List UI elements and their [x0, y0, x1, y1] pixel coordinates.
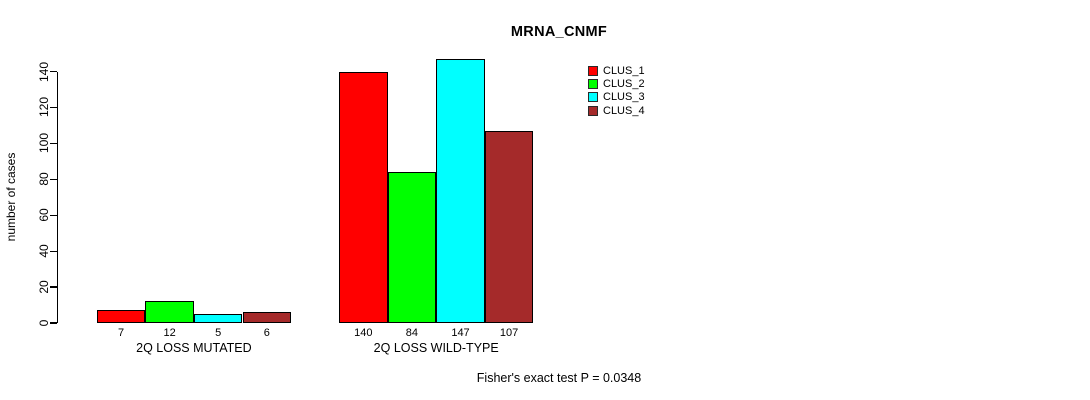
- bar-value-clus-1-2q-loss-mutated: 7: [117, 326, 125, 339]
- legend-item-label: CLUS_4: [603, 104, 645, 117]
- legend-swatch-clus-3: [588, 92, 598, 103]
- y-axis-tick-label: 100: [36, 133, 51, 154]
- bar-value-clus-4-2q-loss-wild-type: 107: [499, 326, 519, 339]
- y-axis-tick: [49, 70, 57, 73]
- x-group-label-2q-loss-mutated: 2Q LOSS MUTATED: [136, 341, 252, 355]
- legend-swatch-clus-2: [588, 79, 598, 90]
- y-axis-tick-label: 80: [36, 172, 51, 186]
- bar-clus-4-2q-loss-mutated: [242, 312, 292, 323]
- bar-value-clus-2-2q-loss-wild-type: 84: [405, 326, 419, 339]
- y-axis-tick-label: 140: [36, 61, 51, 82]
- chart-title: MRNA_CNMF: [510, 24, 608, 40]
- legend-item-label: CLUS_2: [603, 78, 645, 91]
- bar-value-clus-3-2q-loss-mutated: 5: [215, 326, 222, 339]
- legend-item-label: CLUS_1: [603, 64, 645, 77]
- bar-clus-2-2q-loss-mutated: [145, 301, 194, 323]
- legend-item-label: CLUS_3: [603, 91, 645, 104]
- y-axis-tick-label: 40: [36, 244, 51, 258]
- y-axis-tick-label: 20: [36, 280, 51, 294]
- y-axis-tick-label: 120: [36, 97, 51, 118]
- bar-clus-3-2q-loss-mutated: [193, 314, 243, 323]
- footnote: Fisher's exact test P = 0.0348: [476, 371, 642, 385]
- bar-clus-3-2q-loss-wild-type: [436, 58, 485, 323]
- y-axis-tick: [49, 214, 57, 216]
- y-axis-tick: [49, 142, 57, 144]
- bar-value-clus-4-2q-loss-mutated: 6: [263, 326, 270, 339]
- bar-value-clus-3-2q-loss-wild-type: 147: [451, 326, 470, 339]
- x-group-label-2q-loss-wild-type: 2Q LOSS WILD-TYPE: [373, 341, 499, 355]
- legend-item-clus-3: CLUS_3: [588, 91, 645, 104]
- y-axis-tick: [49, 250, 57, 252]
- legend-item-clus-2: CLUS_2: [588, 77, 645, 90]
- bar-clus-1-2q-loss-wild-type: [339, 71, 388, 323]
- bar-clus-1-2q-loss-mutated: [96, 310, 146, 323]
- legend: CLUS_1 CLUS_2 CLUS_3 CLUS_4: [588, 64, 645, 118]
- y-axis-line: [56, 71, 58, 323]
- legend-item-clus-4: CLUS_4: [588, 104, 645, 117]
- bar-clus-2-2q-loss-wild-type: [387, 172, 437, 323]
- legend-item-clus-1: CLUS_1: [588, 64, 645, 77]
- y-axis-tick: [49, 286, 57, 288]
- y-axis-tick: [49, 106, 57, 109]
- y-axis-tick-label: 0: [36, 319, 51, 327]
- bar-value-clus-2-2q-loss-mutated: 12: [163, 326, 176, 339]
- y-axis-tick: [49, 178, 57, 180]
- legend-swatch-clus-1: [588, 65, 598, 76]
- y-axis-tick-label: 60: [36, 208, 51, 222]
- y-axis-tick: [49, 322, 57, 324]
- bar-value-clus-1-2q-loss-wild-type: 140: [354, 326, 373, 339]
- legend-swatch-clus-4: [588, 105, 598, 116]
- bar-clus-4-2q-loss-wild-type: [484, 130, 534, 323]
- y-axis-title: number of cases: [4, 152, 18, 242]
